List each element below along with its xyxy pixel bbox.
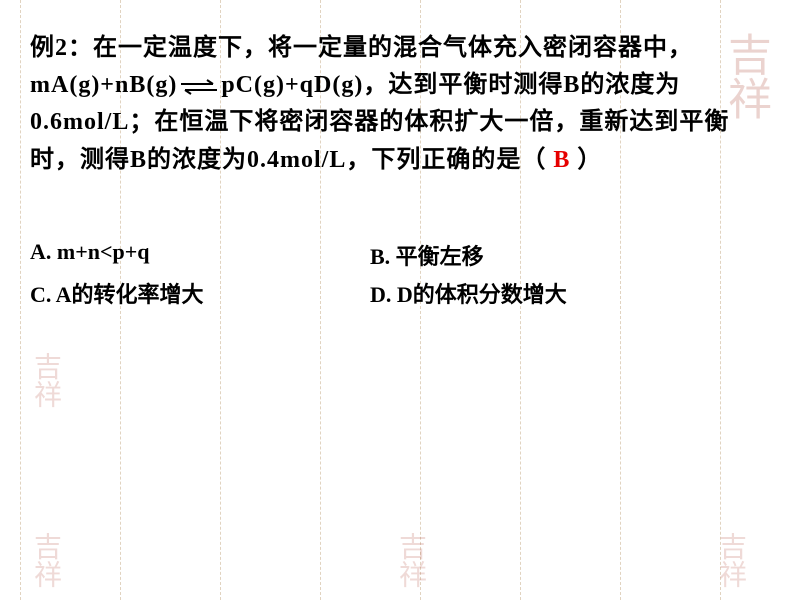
question-text: 例2：在一定温度下，将一定量的混合气体充入密闭容器中，mA(g)+nB(g)pC… — [30, 30, 760, 179]
question-suffix: ） — [577, 147, 602, 173]
correct-answer: B — [553, 147, 570, 173]
option-d: D. D的体积分数增大 — [370, 277, 760, 309]
options-grid: A. m+n<p+q B. 平衡左移 C. A的转化率增大 D. D的体积分数增… — [30, 239, 760, 309]
watermark-seal: 吉祥 — [700, 530, 760, 590]
watermark-seal: 吉祥 — [380, 530, 440, 590]
equilibrium-arrows-icon — [179, 79, 219, 95]
grid-line — [20, 0, 21, 600]
option-c: C. A的转化率增大 — [30, 277, 370, 309]
watermark-seal: 吉祥 — [15, 350, 75, 410]
watermark-seal: 吉祥 — [15, 530, 75, 590]
slide-content: 例2：在一定温度下，将一定量的混合气体充入密闭容器中，mA(g)+nB(g)pC… — [30, 30, 760, 309]
option-b: B. 平衡左移 — [370, 239, 760, 271]
option-a: A. m+n<p+q — [30, 239, 370, 271]
